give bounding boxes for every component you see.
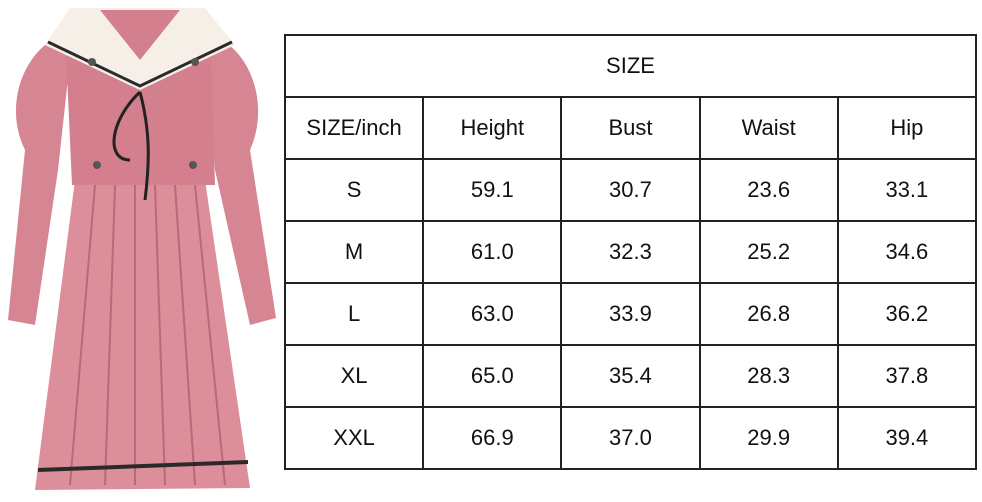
size-chart-title-row: SIZE — [284, 34, 977, 98]
measurement-cell: 29.9 — [698, 406, 839, 470]
size-chart-header-row: SIZE/inch Height Bust Waist Hip — [283, 96, 978, 160]
table-row: XXL 66.9 37.0 29.9 39.4 — [283, 406, 978, 470]
table-row: M 61.0 32.3 25.2 34.6 — [283, 220, 978, 284]
measurement-cell: 39.4 — [836, 406, 978, 470]
measurement-cell: 37.0 — [560, 406, 701, 470]
column-header: Bust — [560, 96, 701, 160]
measurement-cell: 63.0 — [422, 282, 563, 346]
column-header: Waist — [698, 96, 839, 160]
size-label: L — [283, 282, 425, 346]
size-label: XXL — [283, 406, 425, 470]
size-label: S — [283, 158, 425, 222]
measurement-cell: 28.3 — [698, 344, 839, 408]
measurement-cell: 25.2 — [698, 220, 839, 284]
ribbon-bow — [112, 90, 150, 201]
measurement-cell: 26.8 — [698, 282, 839, 346]
measurement-cell: 33.9 — [560, 282, 701, 346]
size-label: XL — [283, 344, 425, 408]
column-header: Hip — [836, 96, 978, 160]
measurement-cell: 61.0 — [422, 220, 563, 284]
measurement-cell: 37.8 — [836, 344, 978, 408]
left-sleeve — [8, 40, 70, 325]
pleated-skirt — [35, 180, 250, 490]
measurement-cell: 34.6 — [836, 220, 978, 284]
dress-product-image — [8, 8, 276, 490]
measurement-cell: 23.6 — [698, 158, 839, 222]
table-row: XL 65.0 35.4 28.3 37.8 — [283, 344, 978, 408]
measurement-cell: 33.1 — [836, 158, 978, 222]
size-chart-table: SIZE SIZE/inch Height Bust Waist Hip S 59.1 30… — [283, 34, 978, 470]
right-sleeve — [205, 40, 276, 325]
measurement-cell: 36.2 — [836, 282, 978, 346]
skirt-trim — [37, 460, 249, 472]
column-header: Height — [422, 96, 563, 160]
measurement-cell: 59.1 — [422, 158, 563, 222]
measurement-cell: 30.7 — [560, 158, 701, 222]
measurement-cell: 32.3 — [560, 220, 701, 284]
measurement-cell: 66.9 — [422, 406, 563, 470]
size-chart-title: SIZE — [284, 34, 977, 98]
measurement-cell: 65.0 — [422, 344, 563, 408]
size-label: M — [283, 220, 425, 284]
measurement-cell: 35.4 — [560, 344, 701, 408]
column-header: SIZE/inch — [283, 96, 425, 160]
table-row: L 63.0 33.9 26.8 36.2 — [283, 282, 978, 346]
table-row: S 59.1 30.7 23.6 33.1 — [283, 158, 978, 222]
